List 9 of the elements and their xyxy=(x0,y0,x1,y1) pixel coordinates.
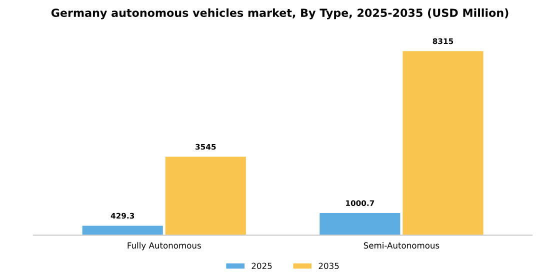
bar xyxy=(165,156,246,236)
legend-label: 2025 xyxy=(252,262,272,270)
chart-title: Germany autonomous vehicles market, By Type, 2025-2035 (USD Million) xyxy=(51,8,508,20)
legend-label: 2035 xyxy=(318,262,339,270)
x-tick-label: Semi-Autonomous xyxy=(364,242,440,249)
bar xyxy=(402,51,484,236)
bar xyxy=(82,226,163,236)
x-tick-label: Fully Autonomous xyxy=(128,242,201,250)
bar xyxy=(320,213,400,236)
